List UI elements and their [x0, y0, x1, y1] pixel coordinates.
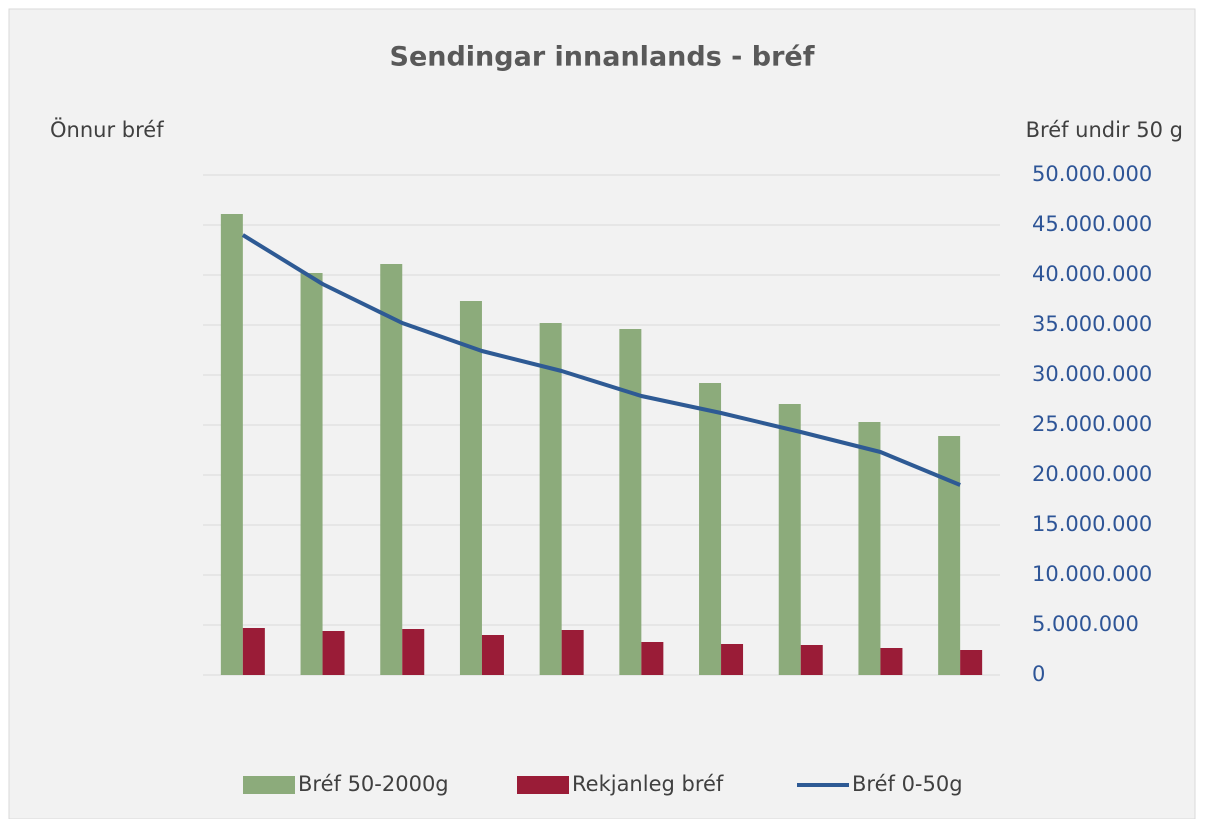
- bar: [380, 264, 403, 675]
- y-axis-label: Önnur bréf: [50, 117, 164, 142]
- y2-tick-label: 45.000.000: [1032, 212, 1152, 236]
- bar: [960, 650, 983, 675]
- bar: [619, 329, 642, 675]
- y2-tick-label: 35.000.000: [1032, 312, 1152, 336]
- bar: [721, 644, 744, 675]
- y2-tick-label: 25.000.000: [1032, 412, 1152, 436]
- y2-tick-label: 0: [1032, 662, 1045, 686]
- y2-tick-label: 10.000.000: [1032, 562, 1152, 586]
- bar: [402, 629, 425, 675]
- chart-background: [8, 8, 1196, 819]
- bar: [778, 404, 801, 675]
- bar: [300, 273, 323, 675]
- y2-tick-label: 40.000.000: [1032, 262, 1152, 286]
- bar: [800, 645, 823, 675]
- bar: [858, 422, 881, 675]
- y2-tick-label: 20.000.000: [1032, 462, 1152, 486]
- legend-label: Rekjanleg bréf: [572, 772, 724, 796]
- bar: [641, 642, 664, 675]
- bar: [459, 301, 482, 675]
- y2-tick-label: 30.000.000: [1032, 362, 1152, 386]
- y2-axis-label: Bréf undir 50 g: [1026, 118, 1183, 142]
- bar: [561, 630, 584, 675]
- y2-tick-label: 5.000.000: [1032, 612, 1139, 636]
- legend-swatch: [243, 776, 295, 794]
- bar: [322, 631, 345, 675]
- line-series: [241, 233, 961, 487]
- bar: [242, 628, 265, 675]
- bar: [880, 648, 903, 675]
- bar: [938, 436, 961, 675]
- bar: [481, 635, 504, 675]
- bar: [699, 383, 722, 675]
- chart-title: Sendingar innanlands - bréf: [390, 42, 815, 73]
- y2-tick-label: 15.000.000: [1032, 512, 1152, 536]
- y2-tick-label: 50.000.000: [1032, 162, 1152, 186]
- legend-label: Bréf 50-2000g: [298, 772, 449, 796]
- bar: [220, 214, 243, 675]
- bar: [539, 323, 562, 675]
- legend-label: Bréf 0-50g: [852, 772, 963, 796]
- legend-swatch: [517, 776, 569, 794]
